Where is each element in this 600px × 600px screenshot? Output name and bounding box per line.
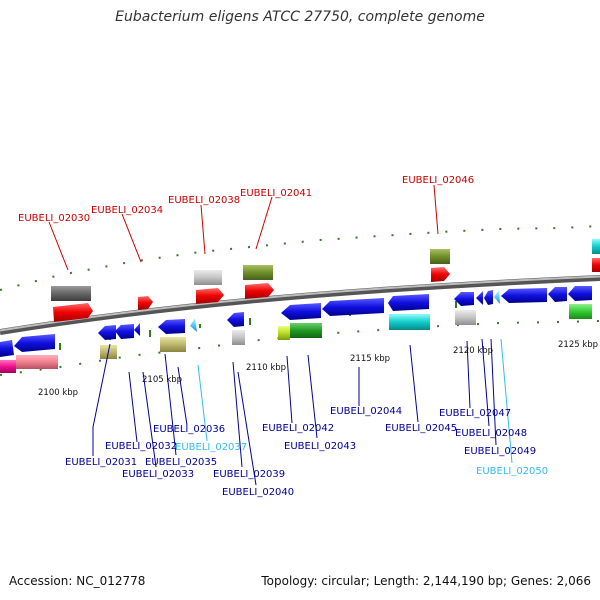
gene-feature [281,303,321,320]
gene-feature [455,310,476,325]
gene-feature [194,270,222,285]
scale-labels: 2100 kbp 2105 kbp 2110 kbp 2115 kbp 2120… [38,340,598,398]
lower-gene-features [0,286,592,373]
gene-feature [190,318,197,332]
gene-feature [430,249,450,264]
gene-feature [476,291,483,305]
gene-label: EUBELI_02037 [175,442,247,453]
gene-label: EUBELI_02045 [385,423,457,434]
genome-title: Eubacterium eligens ATCC 27750, complete… [115,9,485,25]
scale-label-2110: 2110 kbp [246,363,286,373]
gene-feature [454,292,474,306]
highlight-leader-lines [197,338,513,464]
gene-label: EUBELI_02050 [476,466,548,477]
gene-label: EUBELI_02039 [213,469,285,480]
gene-label: EUBELI_02040 [222,487,294,498]
upper-leader-lines [48,184,439,271]
gene-label: EUBELI_02034 [91,205,163,216]
gene-label: EUBELI_02048 [455,428,527,439]
gene-label: EUBELI_02038 [168,195,240,206]
gene-feature [98,325,116,340]
upper-gene-labels: EUBELI_02030 EUBELI_02034 EUBELI_02038 E… [18,175,474,224]
gene-feature [160,337,186,352]
gene-feature [245,283,274,299]
gene-feature [494,290,500,304]
gene-feature [322,298,384,316]
scale-label-2115: 2115 kbp [350,354,390,364]
gene-feature [278,326,290,340]
gene-feature [501,288,547,303]
gene-label: EUBELI_02043 [284,441,356,452]
gene-feature [115,324,134,339]
lower-gene-labels: EUBELI_02031 EUBELI_02032 EUBELI_02033 E… [65,406,548,498]
scale-label-2120: 2120 kbp [453,346,493,356]
accession-text: Accession: NC_012778 [9,574,146,588]
gene-feature [227,312,244,327]
gene-feature [0,360,16,373]
gene-feature [484,290,493,305]
gene-feature [138,296,153,310]
gene-feature [431,267,450,282]
gene-label: EUBELI_02031 [65,457,137,468]
gene-label: EUBELI_02033 [122,469,194,480]
gene-label: EUBELI_02036 [153,424,225,435]
gene-feature [243,265,273,280]
gene-label: EUBELI_02049 [464,446,536,457]
gene-feature [14,334,55,352]
genome-summary: Topology: circular; Length: 2,144,190 bp… [261,574,591,588]
genome-backbone [0,275,600,335]
gene-feature [569,304,592,319]
gene-feature [196,288,224,304]
gene-label: EUBELI_02046 [402,175,474,186]
gene-feature [158,319,185,334]
gene-feature [388,294,429,311]
gene-label: EUBELI_02042 [262,423,334,434]
gene-feature [568,286,592,301]
gene-feature [232,330,245,345]
gene-feature [134,323,140,336]
outer-ring [0,225,600,291]
gene-label: EUBELI_02035 [145,457,217,468]
gene-label: EUBELI_02044 [330,406,402,417]
gene-feature [592,258,600,272]
gene-label: EUBELI_02030 [18,213,90,224]
gene-feature [389,314,430,330]
gene-feature [53,303,93,322]
gene-feature [16,355,58,369]
upper-gene-features [51,239,600,322]
gene-feature [0,340,14,357]
lower-leader-lines [92,338,497,486]
gene-label: EUBELI_02041 [240,188,312,199]
scale-label-2105: 2105 kbp [142,375,182,385]
scale-label-2125: 2125 kbp [558,340,598,350]
gene-feature [592,239,600,254]
scale-label-2100: 2100 kbp [38,388,78,398]
gene-label: EUBELI_02032 [105,441,177,452]
gene-feature [290,323,322,338]
gene-feature [548,287,567,302]
gene-feature [51,286,91,301]
gene-label: EUBELI_02047 [439,408,511,419]
